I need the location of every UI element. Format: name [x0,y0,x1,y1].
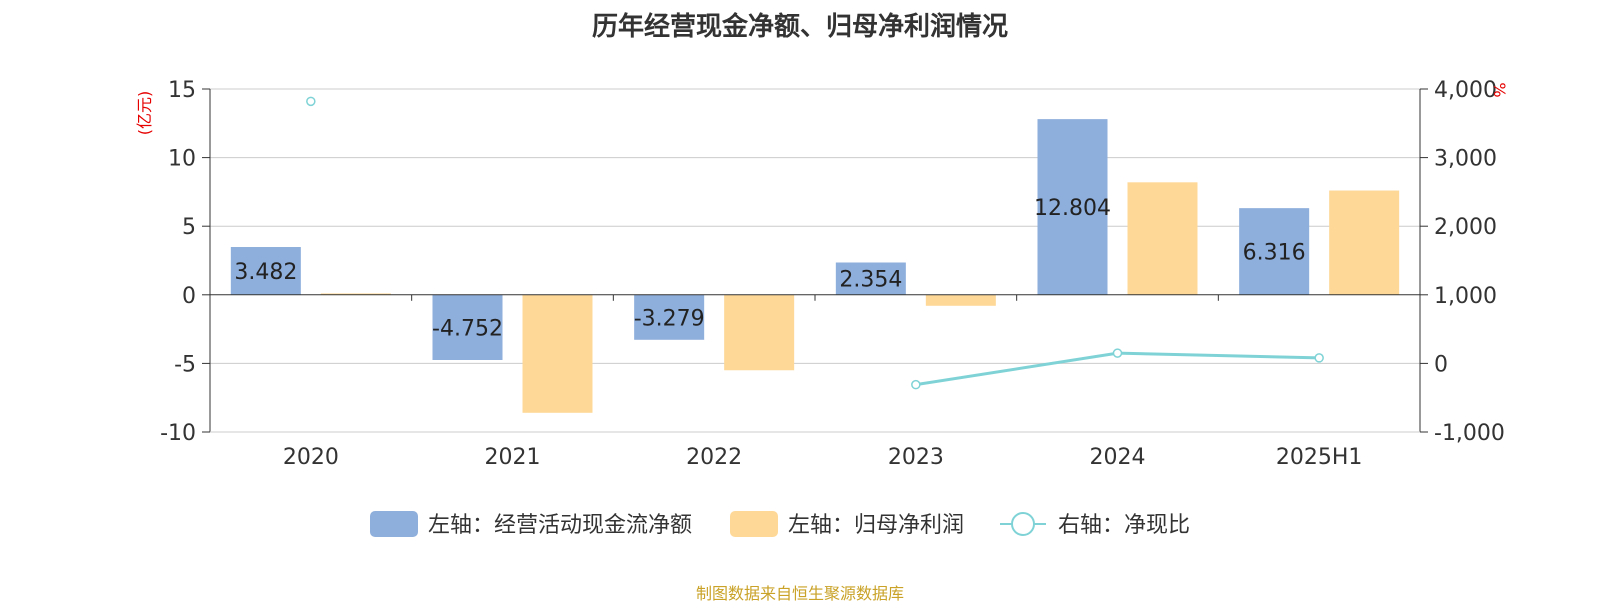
left-axis-tick-label: -5 [174,352,196,377]
line-layer [306,96,1324,390]
left-axis-tick-label: 15 [168,78,196,103]
right-axis-unit: % [1490,82,1509,97]
bar-data-label: 2.354 [839,268,902,293]
bar [925,294,996,306]
bar [1329,190,1400,295]
left-axis-tick-label: 10 [168,147,196,172]
bar [1037,119,1108,295]
bar [1127,182,1198,295]
category-label: 2025H1 [1276,445,1363,470]
legend-swatch [370,511,418,537]
bar [835,262,906,295]
category-label: 2022 [686,445,742,470]
bar-layer [230,119,1400,413]
legend-label: 左轴：经营活动现金流净额 [428,513,692,538]
legend: 左轴：经营活动现金流净额 左轴：归母净利润 右轴：净现比 [370,511,1190,538]
right-axis-tick-label: 3,000 [1434,147,1497,172]
legend-marker-swatch [1011,512,1035,536]
bar-data-label: -4.752 [432,316,503,341]
left-axis-tick-label: -10 [160,421,196,446]
chart-title: 历年经营现金净额、归母净利润情况 [591,12,1008,42]
ratio-point [1112,348,1123,358]
legend-swatch [730,511,778,537]
bar [432,294,503,360]
category-label: 2024 [1090,445,1146,470]
label-layer: 3.482 -4.752 -3.279 2.354 12.804 6.316 [234,196,1305,341]
bar [634,294,705,340]
right-axis-tick-label: -1,000 [1434,421,1505,446]
bar-data-label: 6.316 [1243,240,1306,265]
bar-data-label: -3.279 [634,306,705,331]
left-axis-tick-label: 0 [182,284,196,309]
right-axis-tick-label: 2,000 [1434,215,1497,240]
left-axis-tick-label: 5 [182,215,196,240]
bar [230,247,301,295]
data-source-note: 制图数据来自恒生聚源数据库 [695,584,904,603]
grid-layer [210,88,1420,433]
legend-label: 右轴：净现比 [1058,513,1190,538]
bar-data-label: 12.804 [1034,196,1111,221]
category-label: 2020 [283,445,339,470]
left-axis-unit: (亿元) [135,91,154,136]
legend-label: 左轴：归母净利润 [788,513,964,538]
right-axis-tick-label: 4,000 [1434,78,1497,103]
bar [522,294,593,413]
right-axis-tick-label: 1,000 [1434,284,1497,309]
category-label: 2023 [888,445,944,470]
ratio-point [306,96,316,107]
ratio-point [911,379,921,390]
bar [1239,208,1310,295]
category-label: 2021 [485,445,541,470]
right-axis-tick-label: 0 [1434,352,1448,377]
bar-data-label: 3.482 [234,260,297,285]
bar [724,294,795,371]
ratio-point [1314,353,1324,363]
bar [320,293,391,295]
axis-layer: -10 -5 0 5 10 15 -1,000 0 1,000 2,000 3,000 4,000 (亿… [135,78,1509,470]
